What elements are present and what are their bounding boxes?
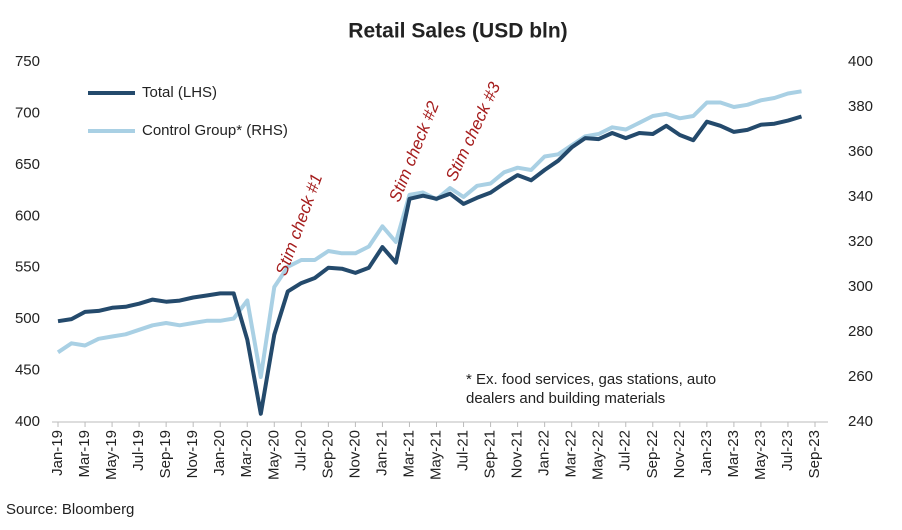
annotation: Stim check #3 [442,79,505,184]
x-tick-label: Jan-19 [49,430,66,476]
x-tick-label: Sep-20 [319,430,336,478]
y-tick-label: 700 [15,104,40,121]
y2-tick-label: 320 [848,233,873,250]
x-tick-label: Jan-23 [698,430,715,476]
y2-tick-label: 260 [848,368,873,385]
legend-label: Total (LHS) [142,84,217,101]
x-tick-label: Jul-19 [130,430,147,471]
y-tick-label: 400 [15,413,40,430]
x-tick-label: Jul-20 [292,430,309,471]
x-tick-label: Jan-21 [373,430,390,476]
x-tick-label: Nov-19 [184,430,201,478]
x-tick-label: Nov-20 [346,430,363,478]
x-tick-label: Jul-23 [779,430,796,471]
x-tick-label: May-22 [590,430,607,480]
x-tick-label: May-21 [427,430,444,480]
x-tick-label: Nov-21 [509,430,526,478]
x-tick-label: Mar-20 [238,430,255,478]
y-tick-label: 500 [15,310,40,327]
x-tick-label: Mar-19 [76,430,93,478]
y2-tick-label: 340 [848,188,873,205]
y2-tick-label: 360 [848,143,873,160]
x-tick-label: Mar-23 [725,430,742,478]
chart-title: Retail Sales (USD bln) [348,20,567,43]
y2-tick-label: 280 [848,323,873,340]
x-tick-label: Jul-22 [617,430,634,471]
source: Source: Bloomberg [6,501,134,518]
series-line [57,114,803,416]
x-tick-label: May-23 [752,430,769,480]
x-tick-label: May-19 [103,430,120,480]
y-tick-label: 450 [15,362,40,379]
y2-tick-label: 300 [848,278,873,295]
x-tick-label: Sep-23 [806,430,823,478]
x-tick-label: Nov-22 [671,430,688,478]
x-tick-label: Sep-22 [644,430,661,478]
x-tick-label: Jan-22 [536,430,553,476]
annotation: Stim check #2 [385,98,443,205]
x-tick-label: Sep-21 [482,430,499,478]
footnote: dealers and building materials [466,390,665,407]
x-tick-label: Sep-19 [157,430,174,478]
y2-tick-label: 240 [848,413,873,430]
y-tick-label: 600 [15,207,40,224]
footnote: * Ex. food services, gas stations, auto [466,371,716,388]
x-tick-label: Mar-22 [563,430,580,478]
y2-tick-label: 400 [848,53,873,70]
x-tick-label: Jul-21 [455,430,472,471]
y-tick-label: 750 [15,53,40,70]
x-tick-label: Mar-21 [400,430,417,478]
y2-tick-label: 380 [848,98,873,115]
x-tick-label: Jan-20 [211,430,228,476]
y-tick-label: 550 [15,259,40,276]
x-tick-label: May-20 [265,430,282,480]
legend-label: Control Group* (RHS) [142,122,288,139]
y-tick-label: 650 [15,156,40,173]
